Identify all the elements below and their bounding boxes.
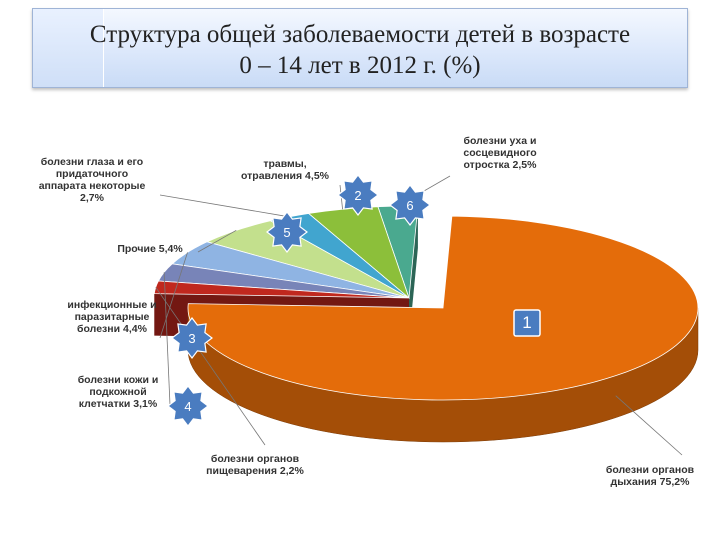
slice-labels: болезни органов дыхания 75,2%болезни орга… — [39, 135, 695, 488]
slice-label-5-line-1: Прочие 5,4% — [117, 243, 183, 255]
marker-4: 4 — [167, 385, 209, 427]
slice-label-3: болезни кожи и подкожной клетчатки 3,1% — [78, 374, 159, 410]
slice-label-2-line-1: болезни органов — [211, 453, 300, 465]
slice-label-7-line-2: отравления 4,5% — [241, 170, 330, 182]
slice-top-болезни-органов-дыхания — [187, 215, 699, 401]
leader-line-2 — [155, 287, 266, 446]
slice-label-3-line-3: клетчатки 3,1% — [79, 398, 158, 410]
slice-label-5: Прочие 5,4% — [117, 243, 183, 255]
slice-label-4-line-2: паразитарные — [75, 311, 150, 323]
slice-label-3-line-1: болезни кожи и — [78, 374, 159, 386]
slice-label-7-line-1: травмы, — [263, 158, 306, 170]
slice-label-8-line-3: отростка 2,5% — [464, 159, 538, 171]
marker-3: 3 — [171, 317, 213, 359]
slice-label-1-line-2: дыхания 75,2% — [611, 476, 691, 488]
slice-wall-8-1 — [409, 206, 418, 340]
leader-line-4 — [159, 252, 188, 339]
title-accent-panel — [33, 9, 104, 87]
slice-label-8-line-2: сосцевидного — [463, 147, 536, 159]
slice-label-6: болезни глаза и его придаточного аппарата … — [39, 156, 146, 204]
slice-label-2: болезни органов пищеварения 2,2% — [206, 453, 304, 477]
slice-label-1-line-1: болезни органов — [606, 464, 695, 476]
slice-label-6-line-3: аппарата некоторые — [39, 180, 146, 192]
slice-top-болезни-органов-пищеварения — [153, 280, 410, 299]
chart-title-line-1: Структура общей заболеваемости детей в в… — [89, 21, 631, 48]
slice-label-6-line-1: болезни глаза и его — [41, 156, 143, 168]
slice-label-4-line-1: инфекционные и — [67, 299, 156, 311]
marker-star-6 — [389, 184, 431, 226]
marker-number-2: 2 — [354, 188, 361, 203]
slice-label-8-line-1: болезни уха и — [464, 135, 537, 147]
slice-label-1: болезни органов дыхания 75,2% — [606, 464, 695, 488]
chart-title: Структура общей заболеваемости детей в в… — [33, 19, 687, 81]
marker-square-1 — [513, 309, 541, 337]
marker-6: 6 — [389, 184, 431, 226]
pie-slice-1 — [187, 215, 699, 443]
marker-number-1: 1 — [522, 313, 531, 332]
leader-line-6 — [159, 194, 290, 218]
marker-star-4 — [167, 385, 209, 427]
marker-2: 2 — [337, 174, 379, 216]
slice-label-6-line-4: 2,7% — [80, 192, 105, 204]
marker-number-5: 5 — [283, 225, 290, 240]
slice-label-4: инфекционные и паразитарные болезни 4,4% — [67, 299, 156, 335]
leader-line-5 — [197, 229, 237, 253]
leader-line-3 — [163, 272, 171, 406]
slice-label-8: болезни уха и сосцевидного отростка 2,5% — [463, 135, 537, 171]
title-banner: Структура общей заболеваемости детей в в… — [32, 8, 688, 88]
leader-line-1 — [615, 395, 683, 456]
leader-lines — [155, 175, 683, 456]
marker-number-6: 6 — [406, 198, 413, 213]
slice-label-3-line-2: подкожной — [89, 386, 146, 398]
chart-title-line-2: 0 – 14 лет в 2012 г. (%) — [239, 52, 481, 79]
marker-star-5 — [266, 211, 308, 253]
slice-label-7: травмы, отравления 4,5% — [241, 158, 330, 182]
marker-number-3: 3 — [188, 331, 195, 346]
marker-5: 5 — [266, 211, 308, 253]
slice-markers: 1 2 3 4 5 6 — [167, 174, 541, 427]
pie-slices — [153, 205, 699, 443]
marker-star-2 — [337, 174, 379, 216]
marker-star-3 — [171, 317, 213, 359]
marker-1: 1 — [513, 309, 541, 337]
slice-label-4-line-3: болезни 4,4% — [77, 323, 148, 335]
slice-label-2-line-2: пищеварения 2,2% — [206, 465, 304, 477]
slice-label-6-line-2: придаточного — [56, 168, 128, 180]
marker-number-4: 4 — [184, 399, 191, 414]
